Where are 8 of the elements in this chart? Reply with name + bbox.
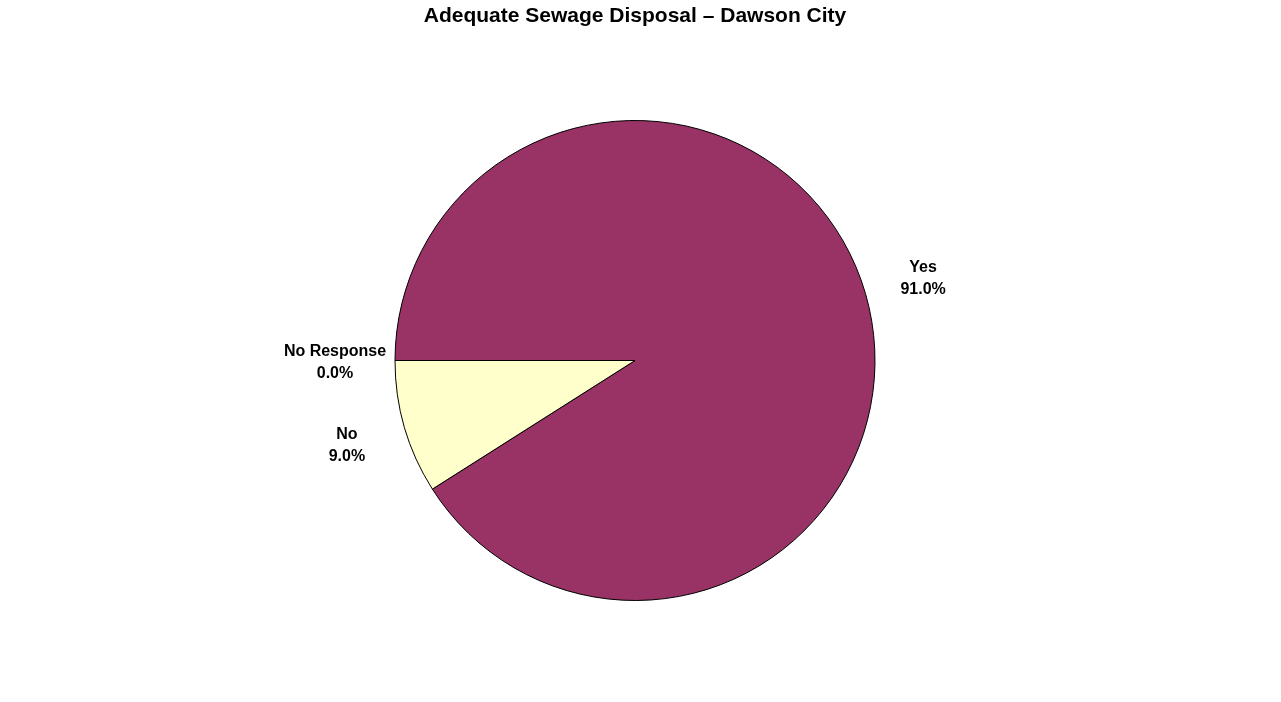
slice-label: No xyxy=(336,425,358,443)
slice-label: Yes xyxy=(909,257,937,275)
data-label: 9.0% xyxy=(328,447,366,465)
pie-slice xyxy=(394,120,876,601)
chart-title: Adequate Sewage Disposal – Dawson City xyxy=(423,3,847,26)
data-label: 91.0% xyxy=(900,279,946,297)
category-label: No Response xyxy=(283,341,387,359)
text: 0.0% xyxy=(316,363,354,381)
